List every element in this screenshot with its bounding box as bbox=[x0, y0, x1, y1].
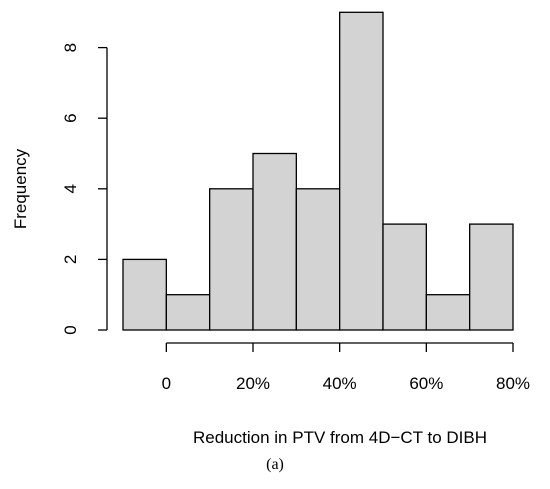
x-tick-label: 20% bbox=[236, 374, 270, 393]
histogram-bar bbox=[122, 258, 167, 331]
histogram-bar bbox=[469, 223, 514, 331]
histogram-bar bbox=[382, 223, 427, 331]
x-axis-label: Reduction in PTV from 4D−CT to DIBH bbox=[193, 428, 487, 447]
y-tick-label: 8 bbox=[61, 43, 80, 52]
x-tick-label: 80% bbox=[496, 374, 530, 393]
y-tick-label: 0 bbox=[61, 325, 80, 334]
x-axis: 0 20% 40% 60% 80% bbox=[162, 342, 530, 393]
y-tick-label: 4 bbox=[61, 184, 80, 193]
figure-caption: (a) bbox=[266, 456, 284, 473]
x-tick-label: 0 bbox=[162, 374, 171, 393]
histogram-bar bbox=[339, 11, 384, 331]
x-tick-label: 40% bbox=[323, 374, 357, 393]
histogram-bar bbox=[425, 294, 471, 331]
y-axis-label: Frequency bbox=[11, 148, 30, 229]
x-tick-label: 60% bbox=[409, 374, 443, 393]
y-tick-label: 2 bbox=[61, 255, 80, 264]
histogram-bar bbox=[209, 188, 254, 331]
y-tick-label: 6 bbox=[61, 113, 80, 122]
histogram-bars bbox=[122, 11, 514, 331]
histogram-bar bbox=[165, 294, 211, 331]
histogram-bar bbox=[295, 188, 341, 331]
histogram-chart: 0 20% 40% 60% 80% 0 2 4 6 8 Reduction in PTV fro… bbox=[11, 11, 530, 447]
histogram-bar bbox=[252, 152, 297, 331]
y-axis: 0 2 4 6 8 bbox=[61, 43, 108, 335]
